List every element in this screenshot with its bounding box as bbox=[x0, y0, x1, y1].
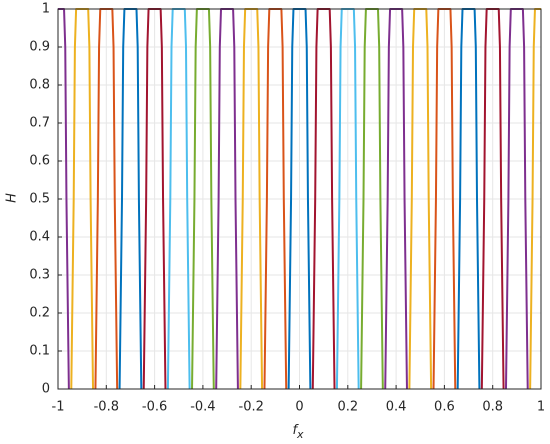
y-tick-label: 0.5 bbox=[29, 192, 50, 207]
x-tick-label: 0.8 bbox=[482, 400, 503, 415]
x-tick-label: -1 bbox=[52, 400, 65, 415]
x-tick-label: 1 bbox=[537, 400, 545, 415]
y-tick-label: 0.9 bbox=[29, 40, 50, 55]
x-tick-label: -0.2 bbox=[239, 400, 264, 415]
y-tick-label: 0.4 bbox=[29, 230, 50, 245]
y-tick-label: 0.2 bbox=[29, 306, 50, 321]
x-axis-label-main: f bbox=[292, 423, 299, 438]
x-tick-label: 0.4 bbox=[386, 400, 407, 415]
x-tick-label: -0.4 bbox=[190, 400, 215, 415]
x-tick-label: 0.6 bbox=[434, 400, 455, 415]
y-tick-label: 0 bbox=[42, 382, 50, 397]
y-tick-label: 0.6 bbox=[29, 154, 50, 169]
x-tick-label: -0.6 bbox=[142, 400, 167, 415]
y-tick-label: 1 bbox=[42, 2, 50, 17]
y-tick-label: 0.7 bbox=[29, 116, 50, 131]
y-tick-label: 0.1 bbox=[29, 344, 50, 359]
x-axis-label: fx bbox=[292, 423, 304, 442]
x-tick-label: 0.2 bbox=[337, 400, 358, 415]
x-axis-label-subscript: x bbox=[296, 428, 304, 441]
y-axis-label: H bbox=[5, 193, 20, 203]
x-tick-label: 0 bbox=[295, 400, 303, 415]
plot-frame bbox=[57, 8, 542, 390]
y-tick-label: 0.8 bbox=[29, 78, 50, 93]
x-tick-label: -0.8 bbox=[94, 400, 119, 415]
y-tick-label: 0.3 bbox=[29, 268, 50, 283]
